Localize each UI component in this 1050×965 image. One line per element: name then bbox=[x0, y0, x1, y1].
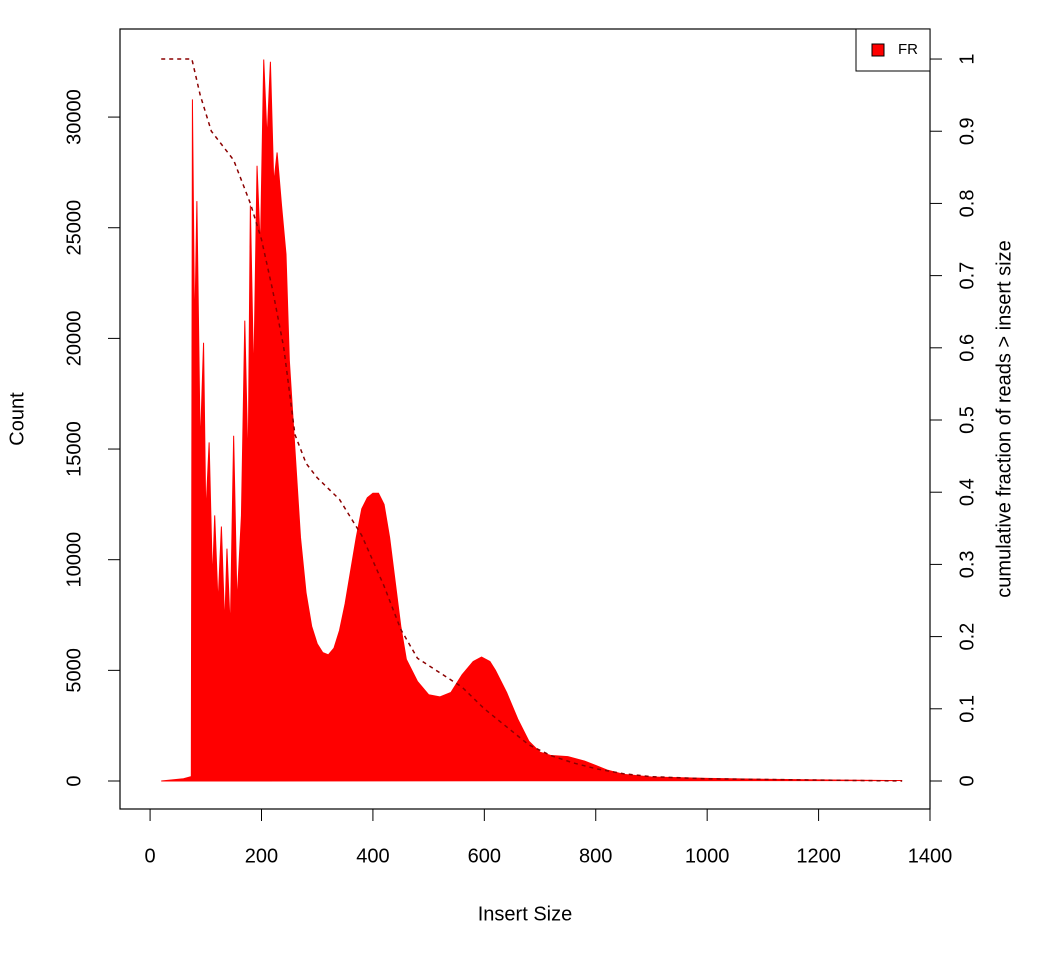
y-tick-label: 30000 bbox=[63, 89, 85, 145]
x-tick-label: 200 bbox=[245, 845, 278, 867]
y-tick-label: 15000 bbox=[63, 421, 85, 477]
x-tick-label: 1000 bbox=[685, 845, 730, 867]
histogram-area bbox=[161, 59, 903, 782]
x-axis-label: Insert Size bbox=[478, 903, 572, 925]
y-tick-label: 25000 bbox=[63, 200, 85, 256]
y-tick-label: 0 bbox=[63, 775, 85, 786]
x-tick-label: 0 bbox=[145, 845, 156, 867]
legend-swatch bbox=[871, 43, 885, 57]
y2-tick-label: 0.1 bbox=[956, 695, 978, 723]
plot-frame bbox=[119, 28, 931, 810]
y2-tick-label: 0 bbox=[956, 775, 978, 786]
cumulative-line bbox=[161, 58, 903, 782]
x-tick-label: 1200 bbox=[796, 845, 841, 867]
y-tick-label: 5000 bbox=[63, 648, 85, 693]
y2-tick-label: 0.6 bbox=[956, 334, 978, 362]
legend-box bbox=[855, 28, 931, 72]
y2-tick-label: 0.9 bbox=[956, 117, 978, 145]
y2-tick-label: 0.8 bbox=[956, 190, 978, 218]
y2-tick-label: 1 bbox=[956, 53, 978, 64]
y2-tick-label: 0.2 bbox=[956, 623, 978, 651]
y2-tick-label: 0.3 bbox=[956, 550, 978, 578]
y2-tick-label: 0.5 bbox=[956, 406, 978, 434]
y2-tick-label: 0.4 bbox=[956, 478, 978, 506]
y-tick-label: 20000 bbox=[63, 311, 85, 367]
y-axis-label: Count bbox=[6, 392, 28, 446]
x-tick-label: 800 bbox=[579, 845, 612, 867]
x-tick-label: 600 bbox=[468, 845, 501, 867]
legend-label: FR bbox=[898, 41, 918, 58]
x-tick-label: 1400 bbox=[908, 845, 953, 867]
x-tick-label: 400 bbox=[356, 845, 389, 867]
y2-tick-label: 0.7 bbox=[956, 262, 978, 290]
y-tick-label: 10000 bbox=[63, 532, 85, 588]
y2-axis-label: cumulative fraction of reads > insert si… bbox=[993, 240, 1015, 597]
